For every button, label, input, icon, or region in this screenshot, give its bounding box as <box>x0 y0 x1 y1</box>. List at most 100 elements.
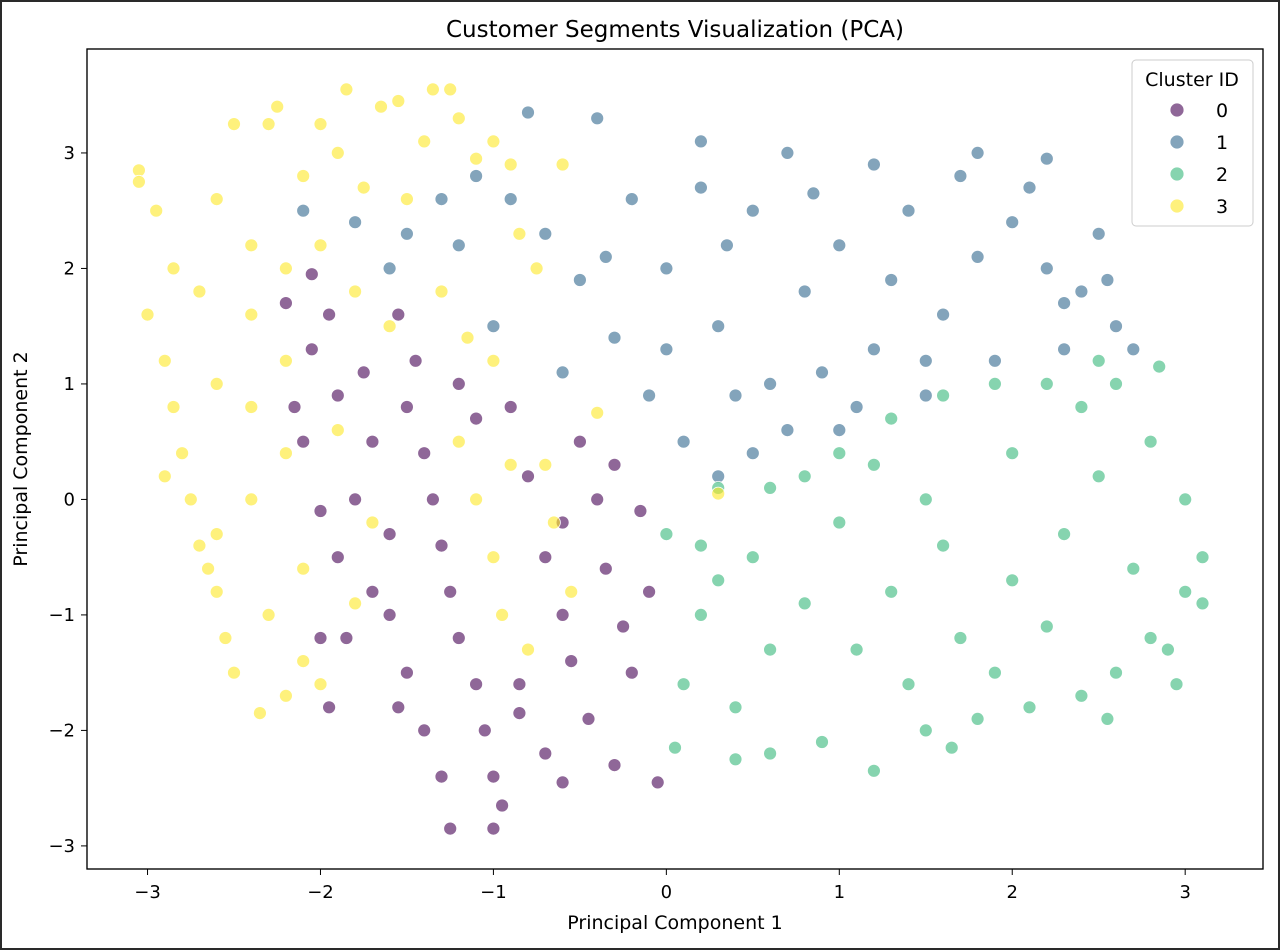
scatter-point-cluster-1 <box>555 365 570 380</box>
scatter-point-cluster-0 <box>399 665 414 680</box>
scatter-point-cluster-2 <box>918 492 933 507</box>
scatter-point-cluster-3 <box>157 469 172 484</box>
scatter-point-cluster-1 <box>1005 215 1020 230</box>
scatter-point-cluster-1 <box>521 105 535 120</box>
scatter-point-cluster-2 <box>763 480 777 495</box>
scatter-point-cluster-1 <box>711 319 726 334</box>
scatter-point-cluster-3 <box>252 706 267 720</box>
scatter-point-cluster-2 <box>918 723 933 738</box>
scatter-point-cluster-0 <box>304 267 319 282</box>
plot-border <box>86 48 1264 870</box>
scatter-point-cluster-1 <box>382 261 397 276</box>
scatter-point-cluster-0 <box>581 712 596 726</box>
scatter-point-cluster-2 <box>1195 550 1210 565</box>
scatter-point-cluster-3 <box>313 238 328 253</box>
scatter-point-cluster-0 <box>469 677 484 692</box>
chart-title: Customer Segments Visualization (PCA) <box>446 17 904 43</box>
legend-label-3: 3 <box>1216 196 1228 218</box>
scatter-point-cluster-3 <box>296 561 311 576</box>
scatter-point-cluster-1 <box>1057 342 1071 357</box>
scatter-point-cluster-2 <box>1126 561 1141 576</box>
scatter-point-cluster-3 <box>149 203 164 218</box>
axis-ticks: −3 −2 −1 0 1 2 3 −3 −2 −1 0 1 2 3 <box>48 143 1190 903</box>
scatter-point-cluster-3 <box>140 307 155 322</box>
legend-marker-3 <box>1169 198 1185 214</box>
scatter-point-cluster-2 <box>1091 469 1106 484</box>
scatter-point-cluster-3 <box>192 538 207 553</box>
scatter-point-cluster-3 <box>244 400 259 414</box>
scatter-point-cluster-2 <box>797 469 812 484</box>
scatter-point-cluster-2 <box>1091 353 1106 368</box>
legend-box <box>1131 59 1254 227</box>
scatter-point-cluster-2 <box>1195 596 1210 611</box>
scatter-point-cluster-2 <box>936 538 950 553</box>
scatter-point-cluster-2 <box>1100 712 1115 726</box>
scatter-point-cluster-1 <box>780 423 795 438</box>
scatter-point-cluster-3 <box>227 665 241 680</box>
scatter-point-cluster-1 <box>867 157 881 172</box>
scatter-point-cluster-0 <box>477 723 492 738</box>
scatter-point-cluster-0 <box>451 376 466 391</box>
scatter-point-cluster-2 <box>970 712 985 726</box>
legend: Cluster ID 0 1 2 3 <box>1131 59 1254 227</box>
scatter-point-cluster-0 <box>313 631 328 645</box>
scatter-point-cluster-2 <box>1005 446 1020 461</box>
scatter-point-cluster-2 <box>1169 677 1184 692</box>
scatter-point-cluster-3 <box>460 330 475 345</box>
scatter-point-cluster-3 <box>313 117 328 131</box>
scatter-point-cluster-2 <box>745 550 760 565</box>
scatter-point-cluster-0 <box>451 631 466 645</box>
scatter-point-cluster-3 <box>166 400 181 414</box>
scatter-point-cluster-0 <box>598 561 613 576</box>
scatter-point-cluster-0 <box>391 700 406 715</box>
scatter-point-cluster-2 <box>763 642 777 657</box>
scatter-point-cluster-3 <box>529 261 544 276</box>
scatter-point-cluster-3 <box>348 284 363 299</box>
scatter-point-cluster-0 <box>330 388 345 403</box>
y-tick-label: 0 <box>64 489 75 510</box>
scatter-point-cluster-1 <box>832 238 847 253</box>
scatter-point-cluster-3 <box>261 608 276 622</box>
scatter-point-cluster-1 <box>832 423 847 438</box>
x-tick-label: −1 <box>480 882 507 903</box>
scatter-point-cluster-1 <box>988 353 1002 368</box>
scatter-point-cluster-3 <box>451 111 466 126</box>
scatter-point-cluster-2 <box>1022 700 1037 715</box>
scatter-point-cluster-3 <box>348 596 363 611</box>
scatter-point-cluster-3 <box>227 117 241 131</box>
legend-label-0: 0 <box>1216 100 1228 122</box>
scatter-point-cluster-2 <box>668 740 682 755</box>
legend-label-1: 1 <box>1216 132 1228 154</box>
scatter-point-cluster-3 <box>183 492 198 507</box>
scatter-point-cluster-0 <box>642 584 656 599</box>
scatter-point-cluster-0 <box>434 769 449 784</box>
scatter-point-cluster-1 <box>1022 180 1037 195</box>
scatter-point-cluster-1 <box>659 261 674 276</box>
scatter-point-cluster-3 <box>555 157 570 172</box>
scatter-point-cluster-3 <box>547 515 561 530</box>
x-tick-label: 3 <box>1179 882 1190 903</box>
scatter-point-cluster-3 <box>330 145 345 160</box>
scatter-point-cluster-2 <box>849 642 864 657</box>
scatter-point-cluster-0 <box>495 798 510 813</box>
scatter-point-cluster-1 <box>884 273 899 287</box>
scatter-point-cluster-0 <box>296 434 311 449</box>
scatter-point-cluster-3 <box>443 82 458 97</box>
scatter-point-cluster-2 <box>1109 665 1123 680</box>
scatter-point-cluster-3 <box>209 584 224 599</box>
scatter-point-cluster-1 <box>1039 261 1054 276</box>
scatter-point-cluster-0 <box>469 411 484 426</box>
scatter-point-cluster-0 <box>434 538 449 553</box>
scatter-point-cluster-3 <box>564 584 579 599</box>
scatter-point-cluster-0 <box>512 706 527 720</box>
scatter-point-cluster-1 <box>1126 342 1141 357</box>
scatter-point-cluster-1 <box>1039 151 1054 166</box>
scatter-point-cluster-2 <box>1074 688 1089 703</box>
scatter-point-cluster-1 <box>763 376 777 391</box>
y-tick-label: 1 <box>64 374 75 395</box>
scatter-point-cluster-3 <box>521 642 535 657</box>
scatter-point-cluster-3 <box>157 353 172 368</box>
scatter-point-cluster-2 <box>867 457 881 472</box>
scatter-point-cluster-3 <box>244 307 259 322</box>
